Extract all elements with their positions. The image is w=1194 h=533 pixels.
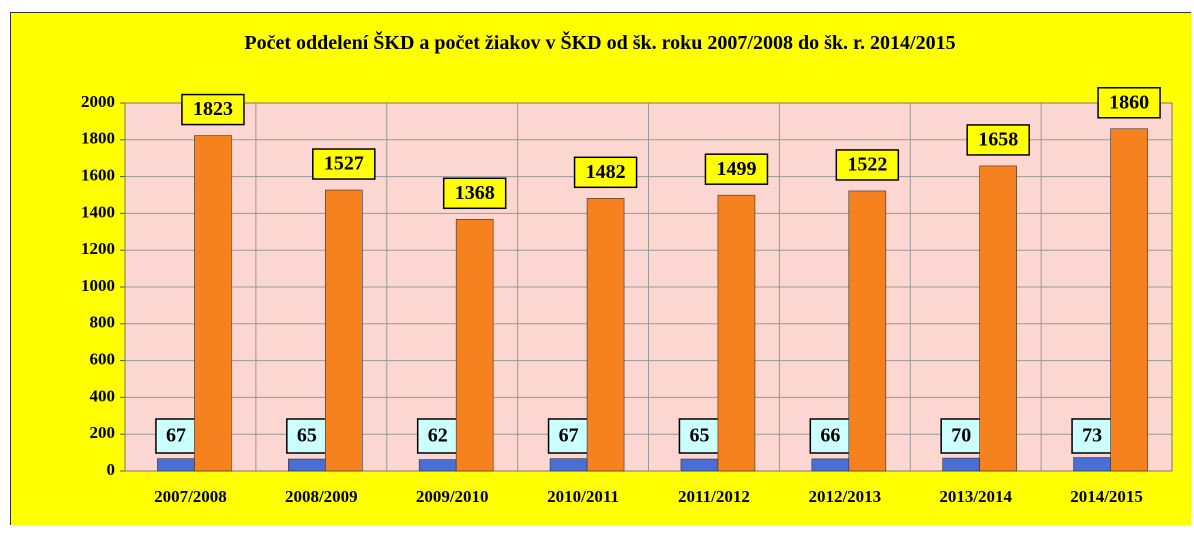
data-label: 67 [166, 425, 186, 447]
data-label-box [312, 148, 376, 180]
bar [288, 458, 326, 472]
y-tick-label: 400 [90, 386, 116, 405]
data-label: 1482 [586, 161, 626, 183]
data-label: 62 [428, 425, 448, 447]
bar [942, 457, 980, 472]
data-label-box [835, 149, 900, 181]
bar [455, 218, 494, 472]
x-tick-label: 2009/2010 [416, 487, 489, 506]
data-label-box [809, 418, 852, 454]
data-label: 73 [1082, 425, 1102, 447]
data-label: 65 [689, 425, 709, 447]
data-label: 1522 [847, 154, 887, 176]
x-tick-label: 2007/2008 [154, 487, 227, 506]
bar [194, 135, 232, 472]
data-label: 1499 [716, 158, 756, 180]
bar [1110, 128, 1148, 472]
data-label-box [1097, 87, 1161, 119]
y-tick-label: 1800 [81, 129, 115, 148]
data-label: 1860 [1109, 91, 1149, 113]
data-label: 1658 [978, 129, 1018, 151]
bar [1073, 457, 1111, 472]
data-label-box [286, 418, 328, 454]
data-label-box [704, 153, 769, 185]
y-tick-label: 600 [90, 350, 116, 369]
y-tick-label: 1200 [81, 239, 115, 258]
bar [848, 190, 887, 472]
bar [680, 458, 719, 472]
y-tick-label: 0 [107, 460, 116, 479]
data-label: 1527 [324, 153, 364, 175]
bar [549, 458, 588, 472]
x-tick-label: 2014/2015 [1070, 487, 1143, 506]
y-tick-label: 1400 [81, 202, 115, 221]
y-tick-label: 2000 [81, 92, 115, 111]
bar [325, 189, 363, 472]
bar [717, 194, 756, 472]
chart-title: Počet oddelení ŠKD a počet žiakov v ŠKD … [244, 32, 956, 54]
data-label: 70 [951, 425, 971, 447]
data-label-box [416, 418, 459, 454]
y-tick-label: 800 [90, 313, 116, 332]
y-tick-label: 200 [90, 423, 116, 442]
y-tick-label: 1000 [81, 276, 115, 295]
data-label: 1368 [455, 182, 495, 204]
data-label-box [181, 93, 245, 126]
data-label-box [940, 418, 982, 454]
bar [979, 165, 1017, 472]
x-tick-label: 2011/2012 [678, 487, 750, 506]
data-label: 66 [820, 425, 840, 447]
plot-border [124, 102, 1173, 472]
x-tick-label: 2013/2014 [939, 487, 1012, 506]
data-label-box [573, 156, 638, 189]
data-label: 1823 [193, 98, 233, 120]
data-label: 67 [559, 425, 579, 447]
x-tick-label: 2010/2011 [547, 487, 619, 506]
data-label-box [442, 177, 507, 210]
x-tick-label: 2008/2009 [285, 487, 358, 506]
bar [157, 458, 195, 472]
y-tick-label: 1600 [81, 166, 115, 185]
x-tick-label: 2012/2013 [808, 487, 881, 506]
bar [418, 459, 457, 472]
bar [811, 458, 850, 472]
bar [586, 198, 625, 472]
data-label-box [966, 124, 1030, 156]
data-label: 65 [297, 425, 317, 447]
